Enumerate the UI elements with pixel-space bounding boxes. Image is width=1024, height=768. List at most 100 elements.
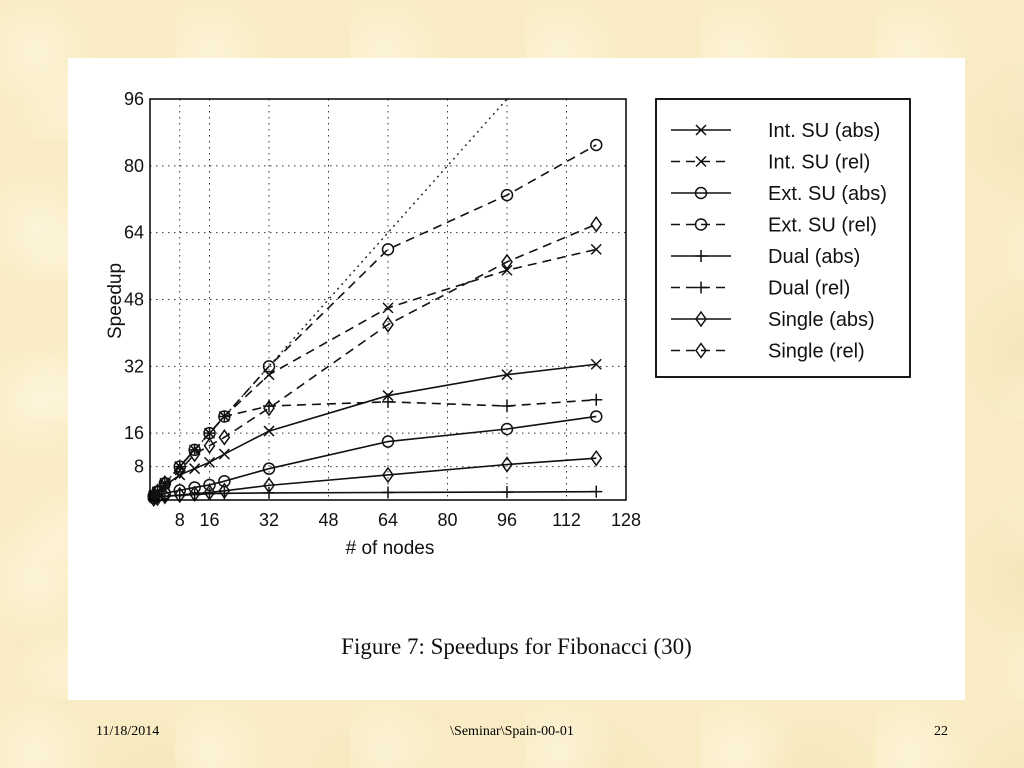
y-tick-label: 96 [124,89,144,109]
footer-path: \Seminar\Spain-00-01 [450,724,574,739]
series-0 [148,358,602,502]
y-tick-label: 80 [124,156,144,176]
data-point [203,456,216,468]
legend-label: Dual (rel) [768,278,850,300]
y-tick-label: 64 [124,223,144,243]
data-point [381,243,395,256]
data-point [218,429,231,446]
data-point [382,466,394,484]
x-axis-label: # of nodes [346,538,435,559]
data-point [263,477,275,494]
y-tick-label: 48 [124,290,144,310]
legend-label: Ext. SU (rel) [768,215,877,237]
series-4 [147,485,603,504]
legend-entry: Dual (rel) [671,278,850,300]
series-layer [147,138,603,508]
data-point [501,456,513,473]
legend-label: Int. SU (rel) [768,152,870,174]
data-point [218,482,231,500]
data-point [218,410,231,423]
legend-entry: Ext. SU (rel) [671,215,877,237]
data-point [263,425,275,437]
series-5 [147,393,603,502]
legend-marker [695,124,707,136]
x-tick-label: 8 [175,510,185,530]
data-point [590,216,603,233]
data-point [203,427,216,440]
x-tick-label: 96 [497,510,517,530]
data-point [189,463,201,475]
data-point [500,188,514,202]
x-tick-label: 48 [318,510,338,530]
legend-marker [695,342,707,359]
plot-frame [149,98,627,501]
legend-entry: Single (abs) [671,309,875,331]
figure-panel: 8 16 32 48 64 80 96 112 128 8 16 32 48 64 80 96 # of no… [68,58,965,700]
data-point [218,448,230,460]
data-point [590,243,602,255]
legend-box [655,98,911,378]
data-point [218,474,231,488]
legend-marker [695,250,707,262]
legend-marker [694,218,708,231]
x-tick-label: 128 [611,510,641,530]
legend-marker [695,155,707,168]
footer-page-number: 22 [934,724,948,739]
y-tick-label: 16 [124,423,144,443]
legend-marker [694,186,708,200]
legend-marker [695,281,707,294]
legend-entry: Dual (abs) [671,246,860,268]
legend: Int. SU (abs) Int. SU (rel) Ext. SU (abs) E… [655,98,911,378]
series-3 [147,138,603,503]
y-axis-label: Speedup [105,263,126,339]
grid-layer [150,99,626,500]
data-point [590,410,603,423]
legend-entry: Int. SU (rel) [671,152,870,174]
data-point [590,393,603,406]
x-tick-label: 112 [552,510,581,530]
x-tick-label: 32 [259,510,279,530]
legend-label: Single (abs) [768,309,875,331]
data-point [590,485,603,498]
data-point [382,395,394,408]
data-point [501,264,513,276]
x-tick-label: 80 [437,510,457,530]
legend-label: Single (rel) [768,341,865,363]
x-tick-label: 64 [378,510,398,530]
y-tick-label: 32 [124,356,144,376]
legend-entry: Int. SU (abs) [671,120,880,142]
data-point [501,369,513,381]
data-point [590,449,603,467]
data-point [158,475,171,492]
tick-label-layer: 8 16 32 48 64 80 96 112 128 8 16 32 48 64 80 96 [124,89,641,530]
data-point [382,486,394,499]
data-point [262,462,276,475]
data-point [151,483,164,500]
data-point [382,390,394,402]
data-point [203,437,216,454]
legend-label: Dual (abs) [768,246,860,268]
data-point [381,435,395,448]
legend-entry: Single (rel) [671,341,865,363]
y-tick-label: 8 [134,457,144,477]
data-point [382,316,394,333]
series-line [153,223,597,497]
data-point [501,253,513,271]
legend-marker [695,310,707,328]
data-point [590,358,602,370]
figure-caption: Figure 7: Speedups for Fibonacci (30) [341,634,692,659]
x-tick-label: 16 [199,510,219,530]
data-point [501,400,513,413]
data-point [590,138,603,152]
data-point [262,360,276,373]
legend-label: Ext. SU (abs) [768,183,887,205]
data-point [173,486,186,504]
footer-date: 11/18/2014 [96,724,160,739]
legend-entry: Ext. SU (abs) [671,183,887,205]
data-point [173,462,186,480]
data-point [500,422,514,436]
data-point [263,399,275,417]
series-7 [147,216,603,505]
speedup-chart: 8 16 32 48 64 80 96 112 128 8 16 32 48 64 80 96 # of no… [105,89,911,559]
series-line [153,144,597,497]
